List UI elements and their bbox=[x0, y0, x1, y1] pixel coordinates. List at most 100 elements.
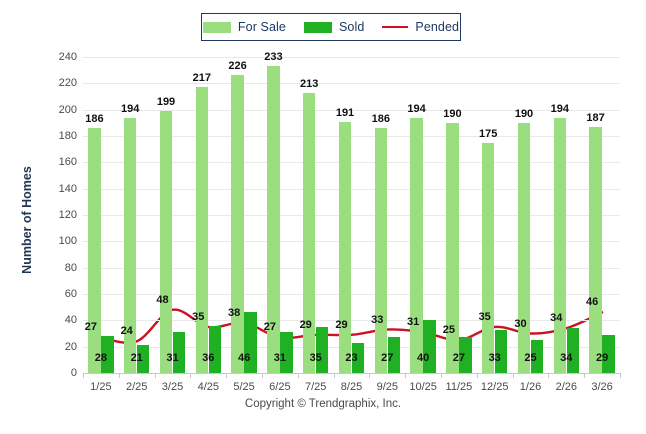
bar-for-sale[interactable] bbox=[517, 122, 531, 373]
bar-sold[interactable] bbox=[387, 337, 400, 373]
value-label-for-sale: 190 bbox=[443, 107, 462, 120]
value-label-pended: 30 bbox=[514, 317, 527, 330]
bar-sold[interactable] bbox=[244, 312, 257, 373]
bar-sold[interactable] bbox=[530, 340, 544, 373]
bar-group: 186 27 33 9/25 bbox=[83, 57, 620, 393]
bar-sold[interactable] bbox=[495, 329, 508, 373]
bar-sold[interactable] bbox=[459, 337, 472, 373]
value-label-for-sale: 217 bbox=[192, 72, 211, 85]
bar-for-sale[interactable] bbox=[338, 121, 352, 373]
value-label-pended: 35 bbox=[478, 310, 491, 323]
x-tick-label: 4/25 bbox=[197, 381, 220, 393]
value-label-for-sale: 186 bbox=[85, 113, 104, 126]
bar-for-sale[interactable] bbox=[303, 92, 316, 373]
gridline-80: 80 bbox=[65, 262, 620, 274]
value-label-sold: 23 bbox=[345, 352, 358, 364]
value-label-pended: 38 bbox=[227, 306, 241, 319]
gridline-200: 200 bbox=[59, 104, 620, 116]
bar-group: 190 27 25 11/25 bbox=[83, 57, 620, 393]
bar-sold[interactable] bbox=[137, 345, 150, 373]
bar-sold[interactable] bbox=[172, 332, 186, 373]
bar-group: 190 25 30 1/26 bbox=[83, 57, 620, 393]
value-label-sold: 46 bbox=[237, 352, 251, 364]
value-label-sold: 29 bbox=[595, 352, 609, 364]
y-tick-label: 0 bbox=[70, 367, 77, 379]
bar-sold[interactable] bbox=[423, 320, 436, 373]
plot-area: 0 20 40 60 80 100 120 140 160 180 200 220 240 186 28 27… bbox=[59, 51, 621, 393]
x-tick-mark bbox=[584, 373, 586, 378]
value-label-for-sale: 213 bbox=[300, 77, 319, 90]
bar-sold[interactable] bbox=[208, 325, 221, 373]
value-label-pended: 46 bbox=[585, 296, 599, 309]
x-tick-label: 1/25 bbox=[90, 381, 112, 393]
bar-group: 217 36 35 4/25 bbox=[83, 57, 620, 393]
x-tick-mark bbox=[83, 373, 84, 378]
x-tick-label: 2/25 bbox=[125, 381, 148, 393]
bar-for-sale[interactable] bbox=[553, 117, 566, 373]
bar-for-sale[interactable] bbox=[482, 142, 495, 373]
bar-group: 187 29 46 3/26 bbox=[83, 57, 620, 393]
bar-for-sale[interactable] bbox=[195, 87, 208, 373]
value-label-for-sale: 191 bbox=[335, 106, 355, 119]
bar-for-sale[interactable] bbox=[374, 128, 387, 373]
gridline-0: 0 bbox=[71, 367, 620, 379]
bar-sold[interactable] bbox=[351, 342, 365, 373]
bar-for-sale[interactable] bbox=[231, 75, 244, 373]
value-label-for-sale: 187 bbox=[586, 111, 605, 124]
value-label-pended: 25 bbox=[442, 324, 456, 337]
bar-sold[interactable] bbox=[316, 326, 329, 373]
value-label-sold: 25 bbox=[524, 352, 537, 364]
value-label-sold: 28 bbox=[94, 352, 108, 364]
value-label-pended: 48 bbox=[156, 293, 169, 306]
y-tick-label: 100 bbox=[58, 235, 77, 248]
value-label-sold: 31 bbox=[166, 352, 179, 364]
y-tick-label: 140 bbox=[58, 182, 77, 195]
x-tick-mark bbox=[226, 373, 228, 378]
bar-sold[interactable] bbox=[101, 336, 114, 373]
legend-item-sold[interactable]: Sold bbox=[303, 20, 364, 34]
legend-swatch-for-sale bbox=[202, 21, 231, 33]
legend-item-pended[interactable]: Pended bbox=[382, 20, 459, 34]
bar-sold[interactable] bbox=[566, 328, 579, 373]
y-tick-label: 120 bbox=[58, 209, 77, 221]
value-label-for-sale: 194 bbox=[550, 102, 569, 115]
gridline-20: 20 bbox=[65, 341, 620, 353]
value-label-pended: 27 bbox=[84, 321, 98, 334]
value-label-sold: 34 bbox=[560, 352, 573, 364]
x-tick-label: 12/25 bbox=[480, 381, 509, 393]
gridline-40: 40 bbox=[65, 314, 620, 326]
value-label-sold: 36 bbox=[202, 352, 215, 364]
bar-for-sale[interactable] bbox=[410, 117, 423, 373]
bar-for-sale[interactable] bbox=[267, 66, 280, 373]
value-label-sold: 35 bbox=[309, 352, 322, 364]
value-label-sold: 40 bbox=[416, 352, 430, 364]
value-label-sold: 27 bbox=[452, 352, 466, 364]
bar-for-sale[interactable] bbox=[589, 126, 602, 373]
y-tick-label: 80 bbox=[64, 261, 77, 274]
value-label-for-sale: 233 bbox=[264, 51, 283, 64]
y-tick-label: 60 bbox=[64, 288, 77, 300]
bar-for-sale[interactable] bbox=[159, 110, 173, 373]
bar-group: 194 34 34 2/26 bbox=[83, 57, 620, 393]
legend-swatch-sold bbox=[303, 21, 332, 33]
bar-sold[interactable] bbox=[280, 332, 293, 373]
y-tick-label: 180 bbox=[58, 130, 77, 142]
x-tick-mark bbox=[405, 373, 407, 378]
x-tick-label: 3/26 bbox=[591, 381, 613, 393]
x-tick-mark bbox=[512, 373, 514, 378]
x-tick-mark bbox=[476, 373, 478, 378]
value-label-sold: 21 bbox=[130, 352, 143, 364]
value-label-for-sale: 199 bbox=[156, 95, 176, 108]
legend-item-for-sale[interactable]: For Sale bbox=[202, 20, 286, 34]
bar-for-sale[interactable] bbox=[124, 117, 137, 373]
bar-sold[interactable] bbox=[602, 334, 615, 373]
value-label-sold: 27 bbox=[381, 352, 394, 364]
value-label-pended: 24 bbox=[120, 325, 133, 338]
bar-group: 175 33 35 12/25 bbox=[83, 57, 620, 393]
x-tick-mark bbox=[548, 373, 550, 378]
x-tick-label: 6/25 bbox=[269, 381, 291, 393]
bar-for-sale[interactable] bbox=[88, 128, 101, 373]
x-tick-mark bbox=[369, 373, 371, 378]
value-label-for-sale: 186 bbox=[371, 113, 390, 126]
bar-for-sale[interactable] bbox=[446, 122, 459, 373]
